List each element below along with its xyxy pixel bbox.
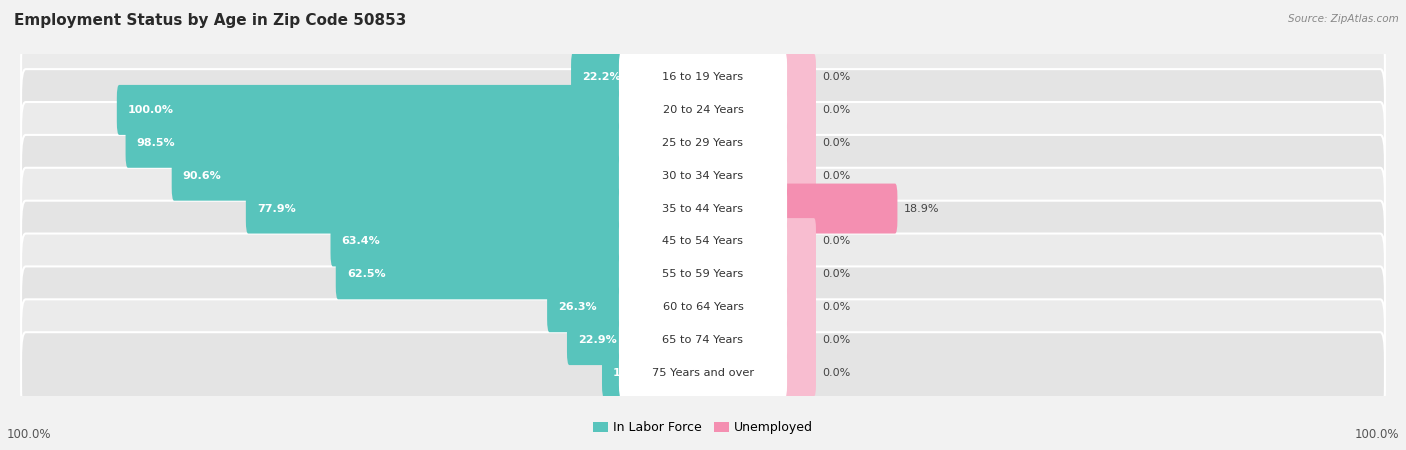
FancyBboxPatch shape [21, 234, 1385, 315]
FancyBboxPatch shape [783, 119, 815, 166]
FancyBboxPatch shape [783, 54, 815, 100]
FancyBboxPatch shape [619, 249, 787, 299]
Text: 0.0%: 0.0% [823, 270, 851, 279]
Text: Employment Status by Age in Zip Code 50853: Employment Status by Age in Zip Code 508… [14, 14, 406, 28]
FancyBboxPatch shape [619, 348, 787, 398]
FancyBboxPatch shape [336, 249, 624, 299]
Text: 0.0%: 0.0% [823, 236, 851, 247]
FancyBboxPatch shape [782, 184, 897, 234]
Text: 25 to 29 Years: 25 to 29 Years [662, 138, 744, 148]
FancyBboxPatch shape [21, 299, 1385, 381]
FancyBboxPatch shape [21, 332, 1385, 414]
Text: 22.9%: 22.9% [578, 335, 617, 345]
FancyBboxPatch shape [619, 85, 787, 135]
Legend: In Labor Force, Unemployed: In Labor Force, Unemployed [593, 421, 813, 434]
Text: 77.9%: 77.9% [257, 203, 295, 214]
Text: 0.0%: 0.0% [823, 368, 851, 378]
FancyBboxPatch shape [783, 152, 815, 199]
Text: 90.6%: 90.6% [183, 171, 222, 180]
Text: 60 to 64 Years: 60 to 64 Years [662, 302, 744, 312]
Text: 0.0%: 0.0% [823, 171, 851, 180]
FancyBboxPatch shape [619, 282, 787, 332]
FancyBboxPatch shape [21, 36, 1385, 118]
FancyBboxPatch shape [783, 284, 815, 331]
Text: 18.9%: 18.9% [904, 203, 939, 214]
Text: 100.0%: 100.0% [1354, 428, 1399, 441]
FancyBboxPatch shape [783, 218, 815, 265]
Text: 16.9%: 16.9% [613, 368, 652, 378]
FancyBboxPatch shape [783, 86, 815, 133]
FancyBboxPatch shape [172, 151, 624, 201]
FancyBboxPatch shape [783, 251, 815, 298]
FancyBboxPatch shape [619, 118, 787, 168]
FancyBboxPatch shape [619, 52, 787, 102]
FancyBboxPatch shape [602, 348, 624, 398]
Text: 0.0%: 0.0% [823, 105, 851, 115]
FancyBboxPatch shape [125, 118, 624, 168]
FancyBboxPatch shape [571, 52, 624, 102]
Text: 20 to 24 Years: 20 to 24 Years [662, 105, 744, 115]
FancyBboxPatch shape [21, 266, 1385, 348]
FancyBboxPatch shape [21, 201, 1385, 282]
FancyBboxPatch shape [246, 184, 624, 234]
FancyBboxPatch shape [21, 102, 1385, 184]
FancyBboxPatch shape [619, 151, 787, 201]
FancyBboxPatch shape [21, 69, 1385, 151]
Text: 45 to 54 Years: 45 to 54 Years [662, 236, 744, 247]
FancyBboxPatch shape [547, 282, 624, 332]
Text: 100.0%: 100.0% [128, 105, 174, 115]
Text: 100.0%: 100.0% [7, 428, 52, 441]
FancyBboxPatch shape [330, 216, 624, 266]
Text: 30 to 34 Years: 30 to 34 Years [662, 171, 744, 180]
Text: 0.0%: 0.0% [823, 138, 851, 148]
FancyBboxPatch shape [783, 350, 815, 396]
Text: 0.0%: 0.0% [823, 335, 851, 345]
FancyBboxPatch shape [619, 216, 787, 266]
Text: 62.5%: 62.5% [347, 270, 385, 279]
Text: Source: ZipAtlas.com: Source: ZipAtlas.com [1288, 14, 1399, 23]
Text: 16 to 19 Years: 16 to 19 Years [662, 72, 744, 82]
Text: 0.0%: 0.0% [823, 302, 851, 312]
Text: 65 to 74 Years: 65 to 74 Years [662, 335, 744, 345]
Text: 98.5%: 98.5% [136, 138, 176, 148]
FancyBboxPatch shape [783, 317, 815, 364]
Text: 22.2%: 22.2% [582, 72, 621, 82]
Text: 63.4%: 63.4% [342, 236, 381, 247]
Text: 35 to 44 Years: 35 to 44 Years [662, 203, 744, 214]
FancyBboxPatch shape [21, 135, 1385, 216]
Text: 0.0%: 0.0% [823, 72, 851, 82]
FancyBboxPatch shape [21, 168, 1385, 249]
Text: 55 to 59 Years: 55 to 59 Years [662, 270, 744, 279]
FancyBboxPatch shape [619, 184, 787, 234]
FancyBboxPatch shape [619, 315, 787, 365]
FancyBboxPatch shape [117, 85, 624, 135]
Text: 75 Years and over: 75 Years and over [652, 368, 754, 378]
Text: 26.3%: 26.3% [558, 302, 596, 312]
FancyBboxPatch shape [567, 315, 624, 365]
